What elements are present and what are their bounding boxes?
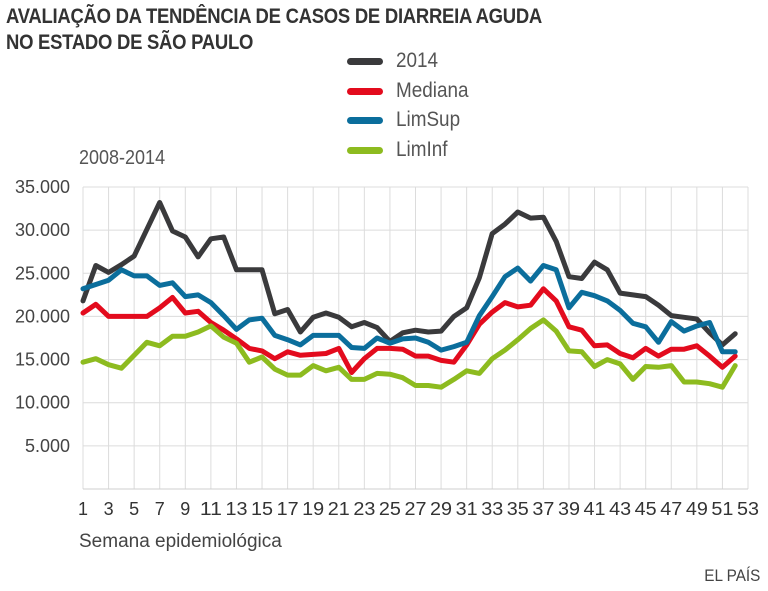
x-tick-label: 49 — [686, 499, 708, 519]
legend-swatch — [347, 58, 383, 65]
x-tick-label: 53 — [737, 499, 759, 519]
source-credit: EL PAÍS — [703, 566, 760, 585]
legend-swatch — [347, 146, 383, 154]
x-tick-label: 17 — [277, 499, 299, 519]
y-tick-label: 10.000 — [15, 393, 70, 413]
x-tick-label: 5 — [129, 499, 139, 519]
chart-title-line-2: NO ESTADO DE SÃO PAULO — [6, 31, 254, 54]
y-tick-label: 15.000 — [15, 350, 70, 370]
x-tick-label: 35 — [507, 499, 529, 519]
y-axis-ticks: 5.000 10.000 15.000 20.000 25.000 30.000 35.00… — [15, 177, 70, 456]
x-tick-label: 45 — [635, 499, 657, 519]
x-axis-label: Semana epidemiológica — [79, 531, 282, 552]
x-tick-label: 29 — [430, 499, 452, 519]
legend-label: LimInf — [396, 137, 448, 161]
x-tick-label: 31 — [456, 499, 478, 519]
x-tick-label: 3 — [104, 499, 114, 519]
chart-title: AVALIAÇÃO DA TENDÊNCIA DE CASOS DE DIARR… — [6, 4, 542, 56]
x-tick-label: 15 — [251, 499, 273, 519]
legend-label: Mediana — [396, 78, 469, 102]
x-axis-ticks: 1 3 5 7 9 11 13 15 17 19 21 23 25 27 29 31 33 35 37 39 41 43 4… — [78, 499, 759, 519]
x-tick-label: 11 — [200, 499, 222, 519]
x-tick-label: 1 — [78, 499, 88, 519]
x-tick-label: 33 — [481, 499, 503, 519]
grid — [82, 186, 749, 490]
y-tick-label: 35.000 — [15, 177, 70, 197]
x-tick-label: 23 — [353, 499, 375, 519]
x-tick-label: 43 — [609, 499, 631, 519]
series-line-liminf — [80, 317, 738, 390]
y-tick-label: 5.000 — [25, 436, 70, 456]
y-tick-label: 20.000 — [15, 306, 70, 326]
x-tick-label: 47 — [660, 499, 682, 519]
x-tick-label: 25 — [379, 499, 401, 519]
series-line-mediana — [80, 286, 738, 375]
x-tick-label: 19 — [302, 499, 324, 519]
x-tick-label: 13 — [225, 499, 247, 519]
x-tick-label: 21 — [328, 499, 350, 519]
x-tick-label: 41 — [584, 499, 606, 519]
y-tick-label: 25.000 — [15, 263, 70, 283]
series-lines — [80, 200, 738, 390]
x-tick-label: 51 — [711, 499, 733, 519]
x-tick-label: 7 — [155, 499, 165, 519]
legend-label: 2014 — [396, 49, 439, 72]
legend-swatch — [347, 117, 383, 124]
series-line-2014 — [80, 200, 738, 348]
y-tick-label: 30.000 — [15, 220, 70, 240]
series-line-limsup — [80, 263, 738, 355]
x-tick-label: 39 — [558, 499, 580, 519]
legend-swatch — [347, 87, 383, 95]
legend-label: LimSup — [396, 108, 461, 131]
x-tick-label: 37 — [532, 499, 554, 519]
chart-subtitle: 2008-2014 — [79, 147, 166, 169]
x-tick-label: 9 — [180, 499, 190, 519]
chart-title-line-1: AVALIAÇÃO DA TENDÊNCIA DE CASOS DE DIARR… — [6, 5, 543, 28]
x-tick-label: 27 — [405, 499, 427, 519]
